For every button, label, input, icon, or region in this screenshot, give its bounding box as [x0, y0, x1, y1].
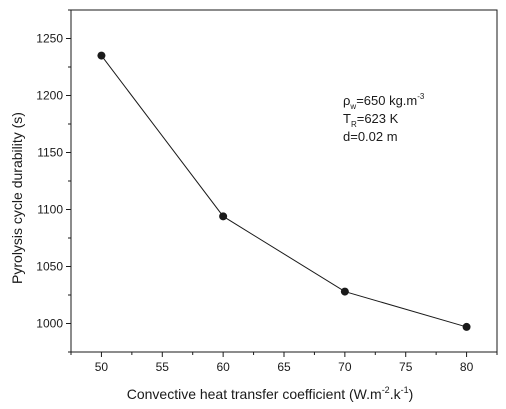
y-axis-label: Pyrolysis cycle durability (s) [9, 112, 25, 284]
y-tick-label: 1100 [37, 203, 63, 217]
x-tick-label: 50 [95, 360, 109, 374]
annotation-block: ρw=650 kg.m-3TR=623 Kd=0.02 m [343, 92, 425, 144]
data-point [340, 287, 349, 296]
x-tick-label: 75 [399, 360, 413, 374]
annotation-line: d=0.02 m [343, 129, 398, 144]
data-point [97, 51, 106, 60]
y-tick-label: 1150 [37, 146, 63, 160]
y-tick-label: 1050 [36, 260, 63, 274]
series-group [97, 51, 471, 331]
x-axis-ticks: 50 55 60 65 70 75 80 [70, 352, 498, 374]
x-tick-label: 65 [277, 360, 291, 374]
y-tick-label: 1200 [36, 89, 63, 103]
axes-frame [70, 9, 498, 353]
y-axis-ticks: 1000 1050 1100 1150 1200 1250 [36, 9, 71, 353]
x-tick-label: 80 [460, 360, 474, 374]
annotation-line: ρw=650 kg.m-3 [343, 92, 425, 111]
x-axis-label: Convective heat transfer coefficient (W.… [127, 385, 414, 402]
x-tick-label: 70 [338, 360, 352, 374]
x-tick-label: 60 [216, 360, 230, 374]
data-point [462, 322, 471, 331]
y-tick-label: 1250 [36, 32, 63, 46]
data-point [219, 212, 228, 221]
annotation-line: TR=623 K [343, 111, 399, 129]
x-tick-label: 55 [156, 360, 170, 374]
series-line [101, 55, 467, 328]
y-tick-label: 1000 [36, 317, 63, 331]
plot-frame [70, 9, 498, 353]
